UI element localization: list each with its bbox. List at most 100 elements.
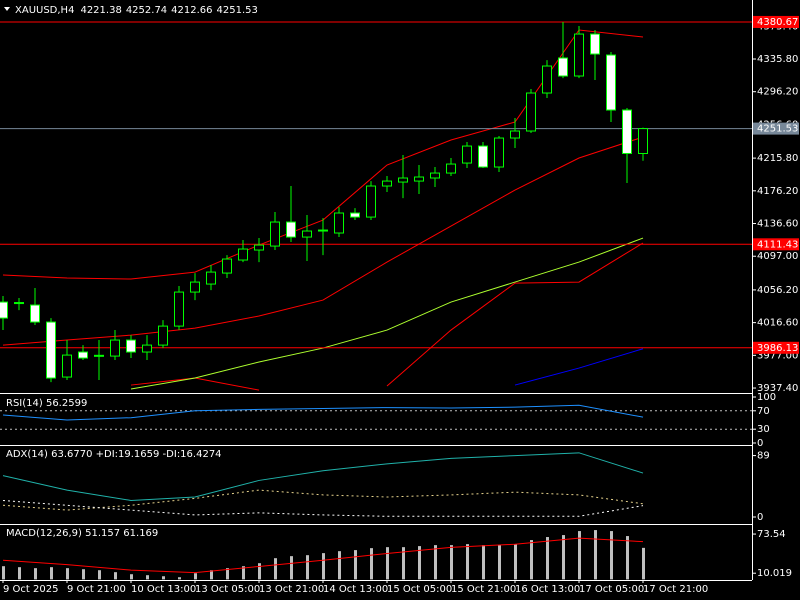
histogram-bar xyxy=(82,569,85,580)
histogram-bar xyxy=(514,544,517,580)
y-tick-label: 30 xyxy=(757,424,770,435)
indicator-line xyxy=(2,136,644,346)
histogram-bar xyxy=(594,530,597,580)
candle-body xyxy=(478,145,488,168)
y-tick-label: 3937.40 xyxy=(757,383,798,394)
histogram-bar xyxy=(610,531,613,580)
level-label: 4111.43 xyxy=(757,239,798,250)
last-high: 4252.74 xyxy=(126,5,167,16)
candle-body xyxy=(302,230,312,238)
histogram-bar xyxy=(114,572,117,580)
indicator-line xyxy=(2,499,644,517)
candle-body xyxy=(94,354,104,357)
histogram-bar xyxy=(354,550,357,580)
candle-body xyxy=(190,281,200,293)
candle-body xyxy=(462,145,472,164)
level-label-box xyxy=(753,341,799,354)
y-tick-label: 4136.60 xyxy=(757,219,798,230)
level-label-box xyxy=(753,238,799,251)
histogram-bar xyxy=(210,570,213,580)
candle-body xyxy=(638,128,648,154)
candle-body xyxy=(238,248,248,261)
histogram-bar xyxy=(226,568,229,580)
histogram-bar xyxy=(338,551,341,580)
candle-body xyxy=(350,212,360,218)
histogram-bar xyxy=(66,568,69,580)
histogram-bar xyxy=(130,574,133,580)
x-tick-label: 9 Oct 21:00 xyxy=(67,584,126,595)
indicator-line xyxy=(130,237,644,390)
indicator-line xyxy=(2,452,644,501)
candle-body xyxy=(318,229,328,232)
level-label-box xyxy=(753,15,799,28)
y-tick-label: 4215.80 xyxy=(757,153,798,164)
x-tick-label: 9 Oct 2025 xyxy=(3,584,58,595)
histogram-bar xyxy=(546,537,549,580)
histogram-bar xyxy=(18,567,21,580)
y-tick-label: 0 xyxy=(757,512,763,523)
candle-body xyxy=(254,244,264,251)
indicator-label: RSI(14) 56.2599 xyxy=(6,398,87,409)
candle-body xyxy=(174,291,184,327)
candle-body xyxy=(78,351,88,359)
candle-body xyxy=(270,221,280,247)
y-tick-label: 4016.60 xyxy=(757,318,798,329)
indicator-label: ADX(14) 63.6770 +DI:19.1659 -DI:16.4274 xyxy=(6,449,222,460)
last-close: 4251.53 xyxy=(217,5,258,16)
candle-body xyxy=(142,344,152,353)
menu-triangle[interactable] xyxy=(4,7,10,11)
y-tick-label: 89 xyxy=(757,451,770,462)
level-label-box xyxy=(753,122,799,135)
y-tick-label: 0 xyxy=(757,438,763,449)
y-tick-label: 3977.00 xyxy=(757,350,798,361)
candle-body xyxy=(430,172,440,179)
histogram-bar xyxy=(482,545,485,580)
candle-body xyxy=(414,176,424,182)
candle-body xyxy=(398,177,408,183)
candle-body xyxy=(510,130,520,139)
histogram-bar xyxy=(34,568,37,580)
x-tick-label: 17 Oct 05:00 xyxy=(579,584,644,595)
symbol: XAUUSD,H4 xyxy=(15,5,74,16)
y-tick-label: 100 xyxy=(757,392,776,403)
candle-body xyxy=(494,137,504,168)
y-tick-label: 10.019 xyxy=(757,568,792,579)
candle-body xyxy=(110,339,120,357)
histogram-bar xyxy=(626,536,629,580)
indicator-label: MACD(12,26,9) 51.157 61.169 xyxy=(6,528,158,539)
candle-body xyxy=(126,339,136,353)
indicator-line xyxy=(514,348,644,386)
x-tick-label: 15 Oct 05:00 xyxy=(387,584,452,595)
plot-layer: 4375.404335.804296.204256.604215.804176.… xyxy=(0,15,799,595)
indicator-line xyxy=(2,404,644,421)
candle-body xyxy=(222,258,232,274)
histogram-bar xyxy=(242,566,245,580)
histogram-bar xyxy=(290,556,293,580)
histogram-bar xyxy=(386,547,389,580)
candle-body xyxy=(574,33,584,77)
histogram-bar xyxy=(194,573,197,580)
last-open: 4221.38 xyxy=(80,5,121,16)
candle-body xyxy=(334,212,344,234)
candle-body xyxy=(30,304,40,323)
y-tick-label: 70 xyxy=(757,406,770,417)
histogram-bar xyxy=(578,531,581,580)
candle-body xyxy=(286,221,296,238)
histogram-bar xyxy=(466,544,469,580)
x-tick-label: 15 Oct 21:00 xyxy=(451,584,516,595)
y-tick-label: 4097.00 xyxy=(757,251,798,262)
x-tick-label: 13 Oct 05:00 xyxy=(195,584,260,595)
candle-body xyxy=(366,185,376,218)
histogram-bar xyxy=(498,545,501,580)
histogram-bar xyxy=(322,553,325,580)
signal-line xyxy=(2,537,644,574)
histogram-bar xyxy=(306,555,309,580)
histogram-bar xyxy=(562,535,565,580)
level-label: 4251.53 xyxy=(757,124,798,135)
histogram-bar xyxy=(146,575,149,580)
y-tick-label: 73.54 xyxy=(757,529,786,540)
candle-body xyxy=(158,325,168,346)
indicator-line xyxy=(2,489,644,511)
